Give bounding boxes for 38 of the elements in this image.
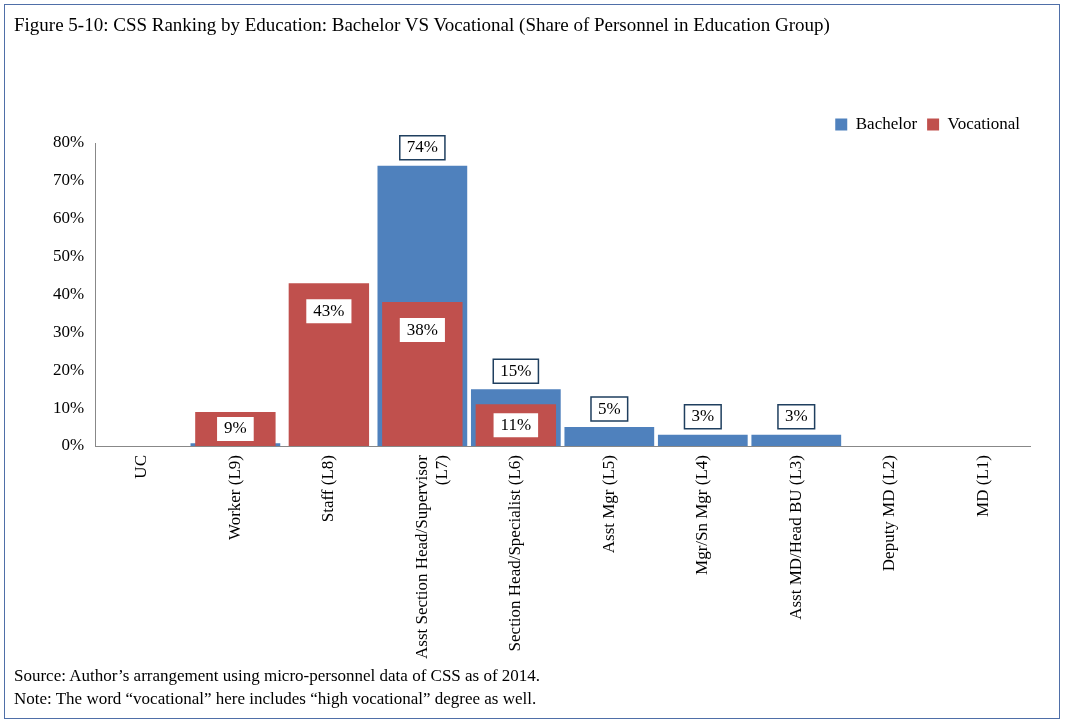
legend-label: Bachelor (855, 113, 918, 133)
y-tick-label: 50% (52, 246, 85, 266)
y-tick-label: 40% (52, 283, 85, 303)
y-tick-label: 60% (52, 208, 85, 228)
y-tick-label: 80% (52, 132, 85, 152)
data-label: 11% (500, 414, 532, 434)
data-label: 9% (224, 418, 247, 438)
y-tick-label: 0% (61, 435, 85, 455)
x-tick-label: Worker (L9) (224, 455, 244, 541)
x-tick-label: MD (L1) (972, 455, 992, 517)
y-tick-label: 10% (52, 397, 85, 417)
x-tick-label: UC (131, 455, 151, 479)
x-tick-label: Asst MD/Head BU (L3) (785, 455, 805, 620)
legend-label: Vocational (947, 113, 1021, 133)
x-tick-label: Section Head/Specialist (L6) (505, 455, 525, 652)
y-tick-label: 70% (52, 170, 85, 190)
data-label: 3% (784, 406, 808, 426)
data-label: 3% (691, 406, 715, 426)
x-tick-label: Deputy MD (L2) (879, 455, 899, 572)
data-label: 74% (406, 137, 438, 157)
bar (751, 434, 842, 447)
chart-title: Figure 5-10: CSS Ranking by Education: Bachelor VS Vocational (Share of Personnel in Education Group) (14, 14, 830, 36)
bar (564, 427, 655, 447)
data-label: 5% (597, 398, 621, 418)
bar (288, 283, 370, 447)
data-label: 38% (406, 319, 438, 339)
x-tick-label: Staff (L8) (318, 455, 338, 523)
x-tick-label: Asst Section Head/Supervisor (L7) (411, 454, 452, 660)
y-tick-label: 30% (52, 321, 85, 341)
bar (657, 434, 748, 447)
text: Note: The word “vocational” here includes “high vocational” degree as well. (14, 688, 538, 710)
data-label: 43% (313, 300, 345, 320)
y-tick-label: 20% (52, 359, 85, 379)
x-tick-label: Mgr/Sn Mgr (L4) (692, 455, 712, 575)
bar (382, 302, 463, 447)
source-note: Source: Author’s arrangement using micro-personnel data of CSS as of 2014. (14, 665, 541, 687)
x-tick-label: Asst Mgr (L5) (598, 455, 618, 554)
data-label: 15% (500, 360, 532, 380)
